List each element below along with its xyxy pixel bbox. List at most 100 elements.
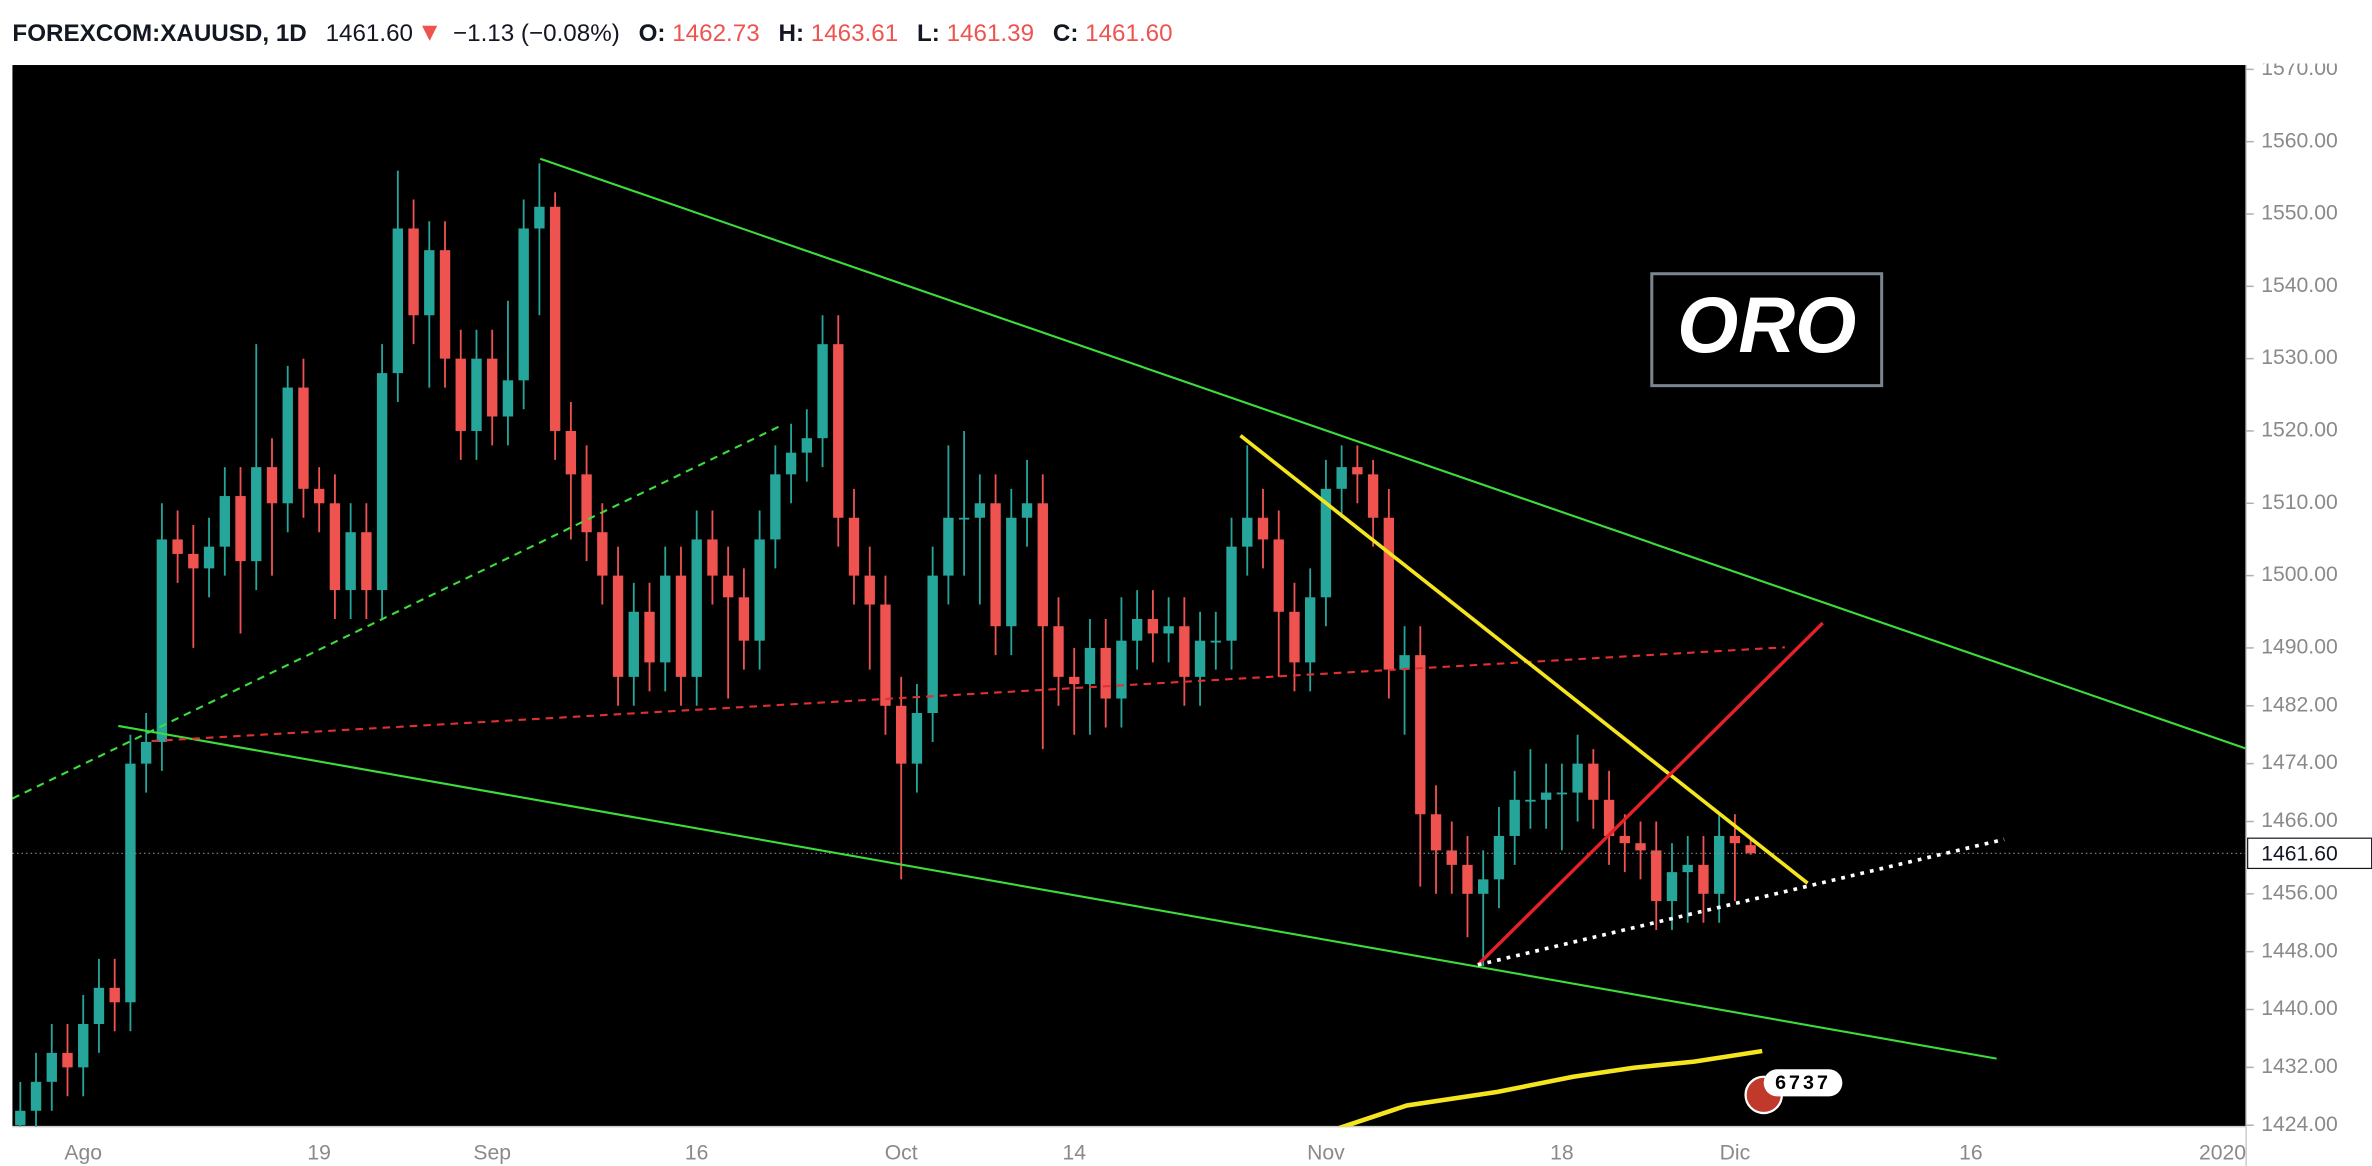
- x-tick-label: Nov: [1307, 1141, 1345, 1164]
- candle-body: [188, 553, 199, 569]
- candle-body: [502, 380, 514, 417]
- candle-body: [408, 228, 419, 316]
- y-tick-label: 1440.00: [2261, 997, 2337, 1020]
- candle-body: [1226, 546, 1237, 641]
- y-tick-label: 1520.00: [2261, 419, 2337, 442]
- badge-text: 6737: [1775, 1072, 1831, 1094]
- candle-body: [298, 387, 309, 489]
- candle-body: [376, 373, 388, 591]
- x-tick-label: Oct: [885, 1141, 918, 1164]
- candle-body: [1478, 879, 1489, 894]
- candle-body: [203, 546, 215, 569]
- candle-body: [1242, 517, 1253, 547]
- candle-body: [313, 488, 325, 504]
- x-tick-label: Dic: [1720, 1141, 1751, 1164]
- candle-body: [1021, 503, 1033, 518]
- y-tick-label: 1456.00: [2261, 881, 2337, 904]
- candle-body: [1588, 763, 1599, 800]
- symbol: FOREXCOM:XAUUSD, 1D: [12, 20, 306, 47]
- candle-body: [518, 228, 529, 381]
- y-tick-label: 1482.00: [2261, 693, 2337, 716]
- candle-body: [1320, 488, 1332, 598]
- candle-body: [1352, 467, 1363, 475]
- yellow-trendline: [1239, 434, 1809, 885]
- candle-body: [880, 604, 891, 706]
- candle-body: [754, 539, 765, 641]
- dashed-support-line: [12, 425, 780, 800]
- candle-body: [361, 532, 372, 591]
- annotation-box: [1650, 272, 1884, 388]
- high-label: H:: [778, 20, 804, 47]
- candle-body: [1053, 626, 1064, 677]
- y-tick-label: 1510.00: [2261, 491, 2337, 514]
- last-price-tag: [2247, 837, 2372, 870]
- candle-body: [1163, 626, 1174, 634]
- last-price-tag-label: 1461.60: [2261, 842, 2337, 865]
- candle-body: [93, 987, 105, 1024]
- annotation-text: ORO: [1677, 281, 1856, 369]
- candle-body: [46, 1052, 57, 1082]
- candle-body: [1682, 864, 1693, 873]
- candle-body: [1462, 864, 1473, 894]
- plot-area: [12, 65, 2247, 1127]
- candle-body: [581, 474, 592, 533]
- candle-body: [565, 430, 577, 475]
- lower-trendline: [118, 724, 1997, 1060]
- candle-body: [1131, 618, 1143, 641]
- dotted-support-line: [1477, 837, 2005, 967]
- candle-body: [345, 532, 356, 591]
- candle-body: [1210, 640, 1221, 643]
- candle-body: [1540, 792, 1552, 800]
- candle-body: [1745, 845, 1756, 854]
- candle-body: [644, 611, 655, 663]
- y-tick-label: 1466.00: [2261, 809, 2337, 832]
- candle-body: [1179, 626, 1190, 677]
- y-tick-label: 1530.00: [2261, 346, 2337, 369]
- candle-body: [707, 539, 718, 576]
- close-label: C:: [1053, 20, 1079, 47]
- candle-body: [612, 575, 624, 677]
- candle-body: [1713, 835, 1725, 894]
- candle-body: [864, 575, 875, 605]
- candle-body: [392, 228, 404, 374]
- candle-body: [1304, 597, 1316, 663]
- candle-body: [1603, 799, 1615, 836]
- candle-body: [266, 467, 278, 504]
- candle-body: [1383, 517, 1395, 670]
- last-price: 1461.60: [326, 20, 413, 47]
- low-value: 1461.39: [947, 20, 1034, 47]
- candle-body: [15, 1110, 26, 1126]
- red-trendline: [1476, 621, 1824, 967]
- candle-body: [738, 597, 750, 641]
- legend-line: FOREXCOM:XAUUSD, 1D 1461.60 −1.13 (−0.08…: [12, 20, 1172, 47]
- candle-body: [455, 358, 466, 431]
- candle-body: [660, 575, 671, 663]
- x-tick-label: 16: [685, 1141, 709, 1164]
- x-tick-label: Ago: [64, 1141, 102, 1164]
- y-tick-label: 1474.00: [2261, 751, 2337, 774]
- open-value: 1462.73: [672, 20, 759, 47]
- candle-body: [958, 517, 970, 520]
- x-tick-label: 16: [1959, 1141, 1983, 1164]
- candle-body: [235, 496, 246, 562]
- candle-body: [990, 503, 1001, 627]
- candle-body: [1619, 835, 1630, 844]
- candle-body: [974, 503, 986, 518]
- candle-body: [109, 987, 120, 1003]
- candle-body: [1415, 655, 1426, 815]
- y-tick-label: 1550.00: [2261, 202, 2337, 225]
- x-tick-label: 18: [1550, 1141, 1574, 1164]
- x-tick-label: 19: [307, 1141, 331, 1164]
- candle-body: [597, 532, 608, 576]
- candle-body: [911, 713, 923, 764]
- candle-body: [1446, 850, 1457, 865]
- candle-body: [219, 496, 230, 547]
- candle-body: [1651, 850, 1662, 902]
- y-tick-label: 1448.00: [2261, 939, 2337, 962]
- candle-body: [943, 517, 954, 576]
- candles: [12, 163, 2247, 1127]
- candle-body: [172, 539, 183, 554]
- change: −1.13 (−0.08%): [453, 20, 620, 47]
- candle-body: [1635, 843, 1646, 851]
